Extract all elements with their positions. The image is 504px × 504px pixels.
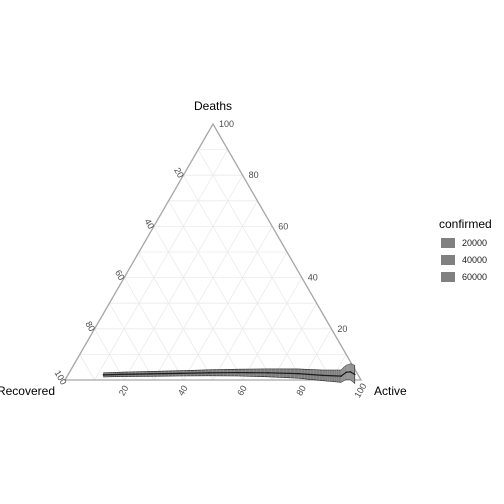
grid-line-recovered <box>197 149 332 381</box>
grid-line-active <box>271 302 317 381</box>
tick-label-deaths: 60 <box>278 221 288 231</box>
legend-key <box>441 272 455 282</box>
grid-line-recovered <box>168 200 273 381</box>
tick-label-deaths: 100 <box>219 119 234 129</box>
tick-label-active: 100 <box>352 381 368 399</box>
tick-label-recovered: 60 <box>113 268 127 282</box>
grid-line-recovered <box>109 302 155 381</box>
axis-title-recovered: Recovered <box>0 384 55 398</box>
axis-title-active: Active <box>374 384 407 398</box>
tick-label-deaths: 20 <box>337 324 347 334</box>
legend: confirmed 20000 40000 60000 <box>439 217 492 282</box>
tick-label-active: 60 <box>235 384 249 398</box>
triangle-frame <box>63 122 363 381</box>
tick-label-deaths: 40 <box>308 273 318 283</box>
series-band <box>103 363 356 384</box>
legend-label: 40000 <box>462 255 487 265</box>
legend-items: 20000 40000 60000 <box>441 238 487 282</box>
tick-label-recovered: 20 <box>172 166 186 180</box>
grid-line-recovered <box>123 277 184 381</box>
grid-line-active <box>94 149 229 381</box>
legend-label: 20000 <box>462 238 487 248</box>
grid-line-active <box>242 277 303 381</box>
triangle-outline <box>63 122 363 381</box>
grid-line-recovered <box>79 354 95 381</box>
tick-label-active: 80 <box>294 384 308 398</box>
series-layer <box>102 363 356 384</box>
grid-line-active <box>153 200 258 381</box>
legend-key <box>441 255 455 265</box>
grid-line-active <box>212 251 288 381</box>
legend-title: confirmed <box>439 217 492 231</box>
legend-label: 60000 <box>462 272 487 282</box>
legend-key <box>441 238 455 248</box>
tick-label-active: 40 <box>176 384 190 398</box>
axis-title-deaths: Deaths <box>194 99 232 113</box>
tick-label-recovered: 40 <box>143 217 157 231</box>
grid-layer <box>79 149 347 381</box>
tick-label-active: 20 <box>117 384 131 398</box>
grid-line-recovered <box>94 328 125 381</box>
tick-label-recovered: 80 <box>83 319 97 333</box>
tick-label-deaths: 80 <box>249 170 259 180</box>
grid-line-recovered <box>138 251 214 381</box>
series-line <box>103 371 356 377</box>
